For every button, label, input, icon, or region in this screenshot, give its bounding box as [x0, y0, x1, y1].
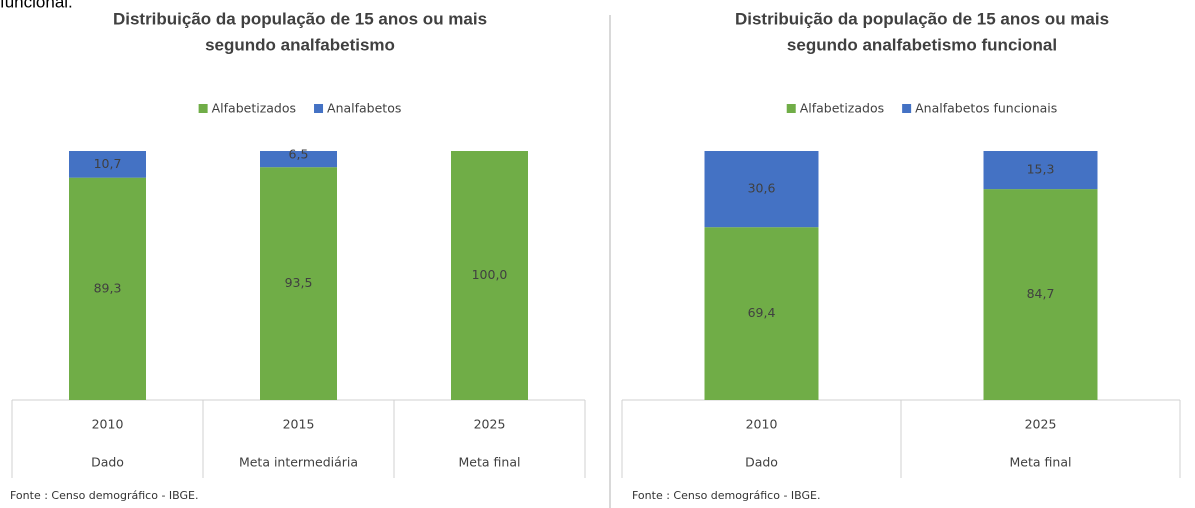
x-group-label: Meta final: [1010, 455, 1072, 470]
x-tick-label: 2015: [283, 417, 315, 432]
bar-segment: [260, 151, 337, 168]
x-tick-label: 2010: [746, 417, 778, 432]
bar-segment: [983, 189, 1098, 400]
legend-swatch: [314, 104, 324, 113]
value-label: 15,3: [1027, 162, 1055, 177]
value-label: 93,5: [285, 275, 313, 290]
value-label: 6,5: [289, 147, 309, 162]
value-label: 30,6: [748, 181, 776, 196]
chart-title: Distribuição da população de 15 anos ou …: [113, 9, 487, 28]
x-tick-label: 2010: [92, 417, 124, 432]
legend-swatch: [198, 104, 208, 113]
bar-segment: [69, 151, 146, 178]
x-group-label: Meta final: [459, 455, 521, 470]
legend-label: Analfabetos: [327, 101, 401, 116]
value-label: 69,4: [748, 305, 776, 320]
legend-swatch: [786, 104, 796, 113]
value-label: 10,7: [94, 156, 122, 171]
value-label: 89,3: [94, 280, 122, 295]
bar-segment: [69, 177, 146, 400]
caption-fragment: funcional.: [0, 0, 73, 11]
bar-segment: [260, 167, 337, 400]
x-group-label: Meta intermediária: [239, 455, 358, 470]
x-group-label: Dado: [91, 455, 124, 470]
x-tick-label: 2025: [474, 417, 506, 432]
legend-swatch: [902, 104, 912, 113]
bar-segment: [704, 151, 819, 228]
bar-segment: [704, 227, 819, 400]
value-label: 84,7: [1027, 286, 1055, 301]
chart-title: Distribuição da população de 15 anos ou …: [735, 9, 1109, 28]
x-tick-label: 2025: [1025, 417, 1057, 432]
chart-subtitle: segundo analfabetismo funcional: [787, 35, 1057, 54]
legend-label: Alfabetizados: [212, 101, 296, 116]
source-note: Fonte : Censo demográfico - IBGE.: [10, 489, 198, 502]
bar-segment: [983, 151, 1098, 190]
legend-label: Analfabetos funcionais: [915, 101, 1057, 116]
legend-label: Alfabetizados: [800, 101, 884, 116]
bar-segment: [451, 151, 528, 400]
value-label: 100,0: [472, 267, 508, 282]
x-group-label: Dado: [745, 455, 778, 470]
source-note: Fonte : Censo demográfico - IBGE.: [632, 489, 820, 502]
chart-subtitle: segundo analfabetismo: [205, 35, 395, 54]
